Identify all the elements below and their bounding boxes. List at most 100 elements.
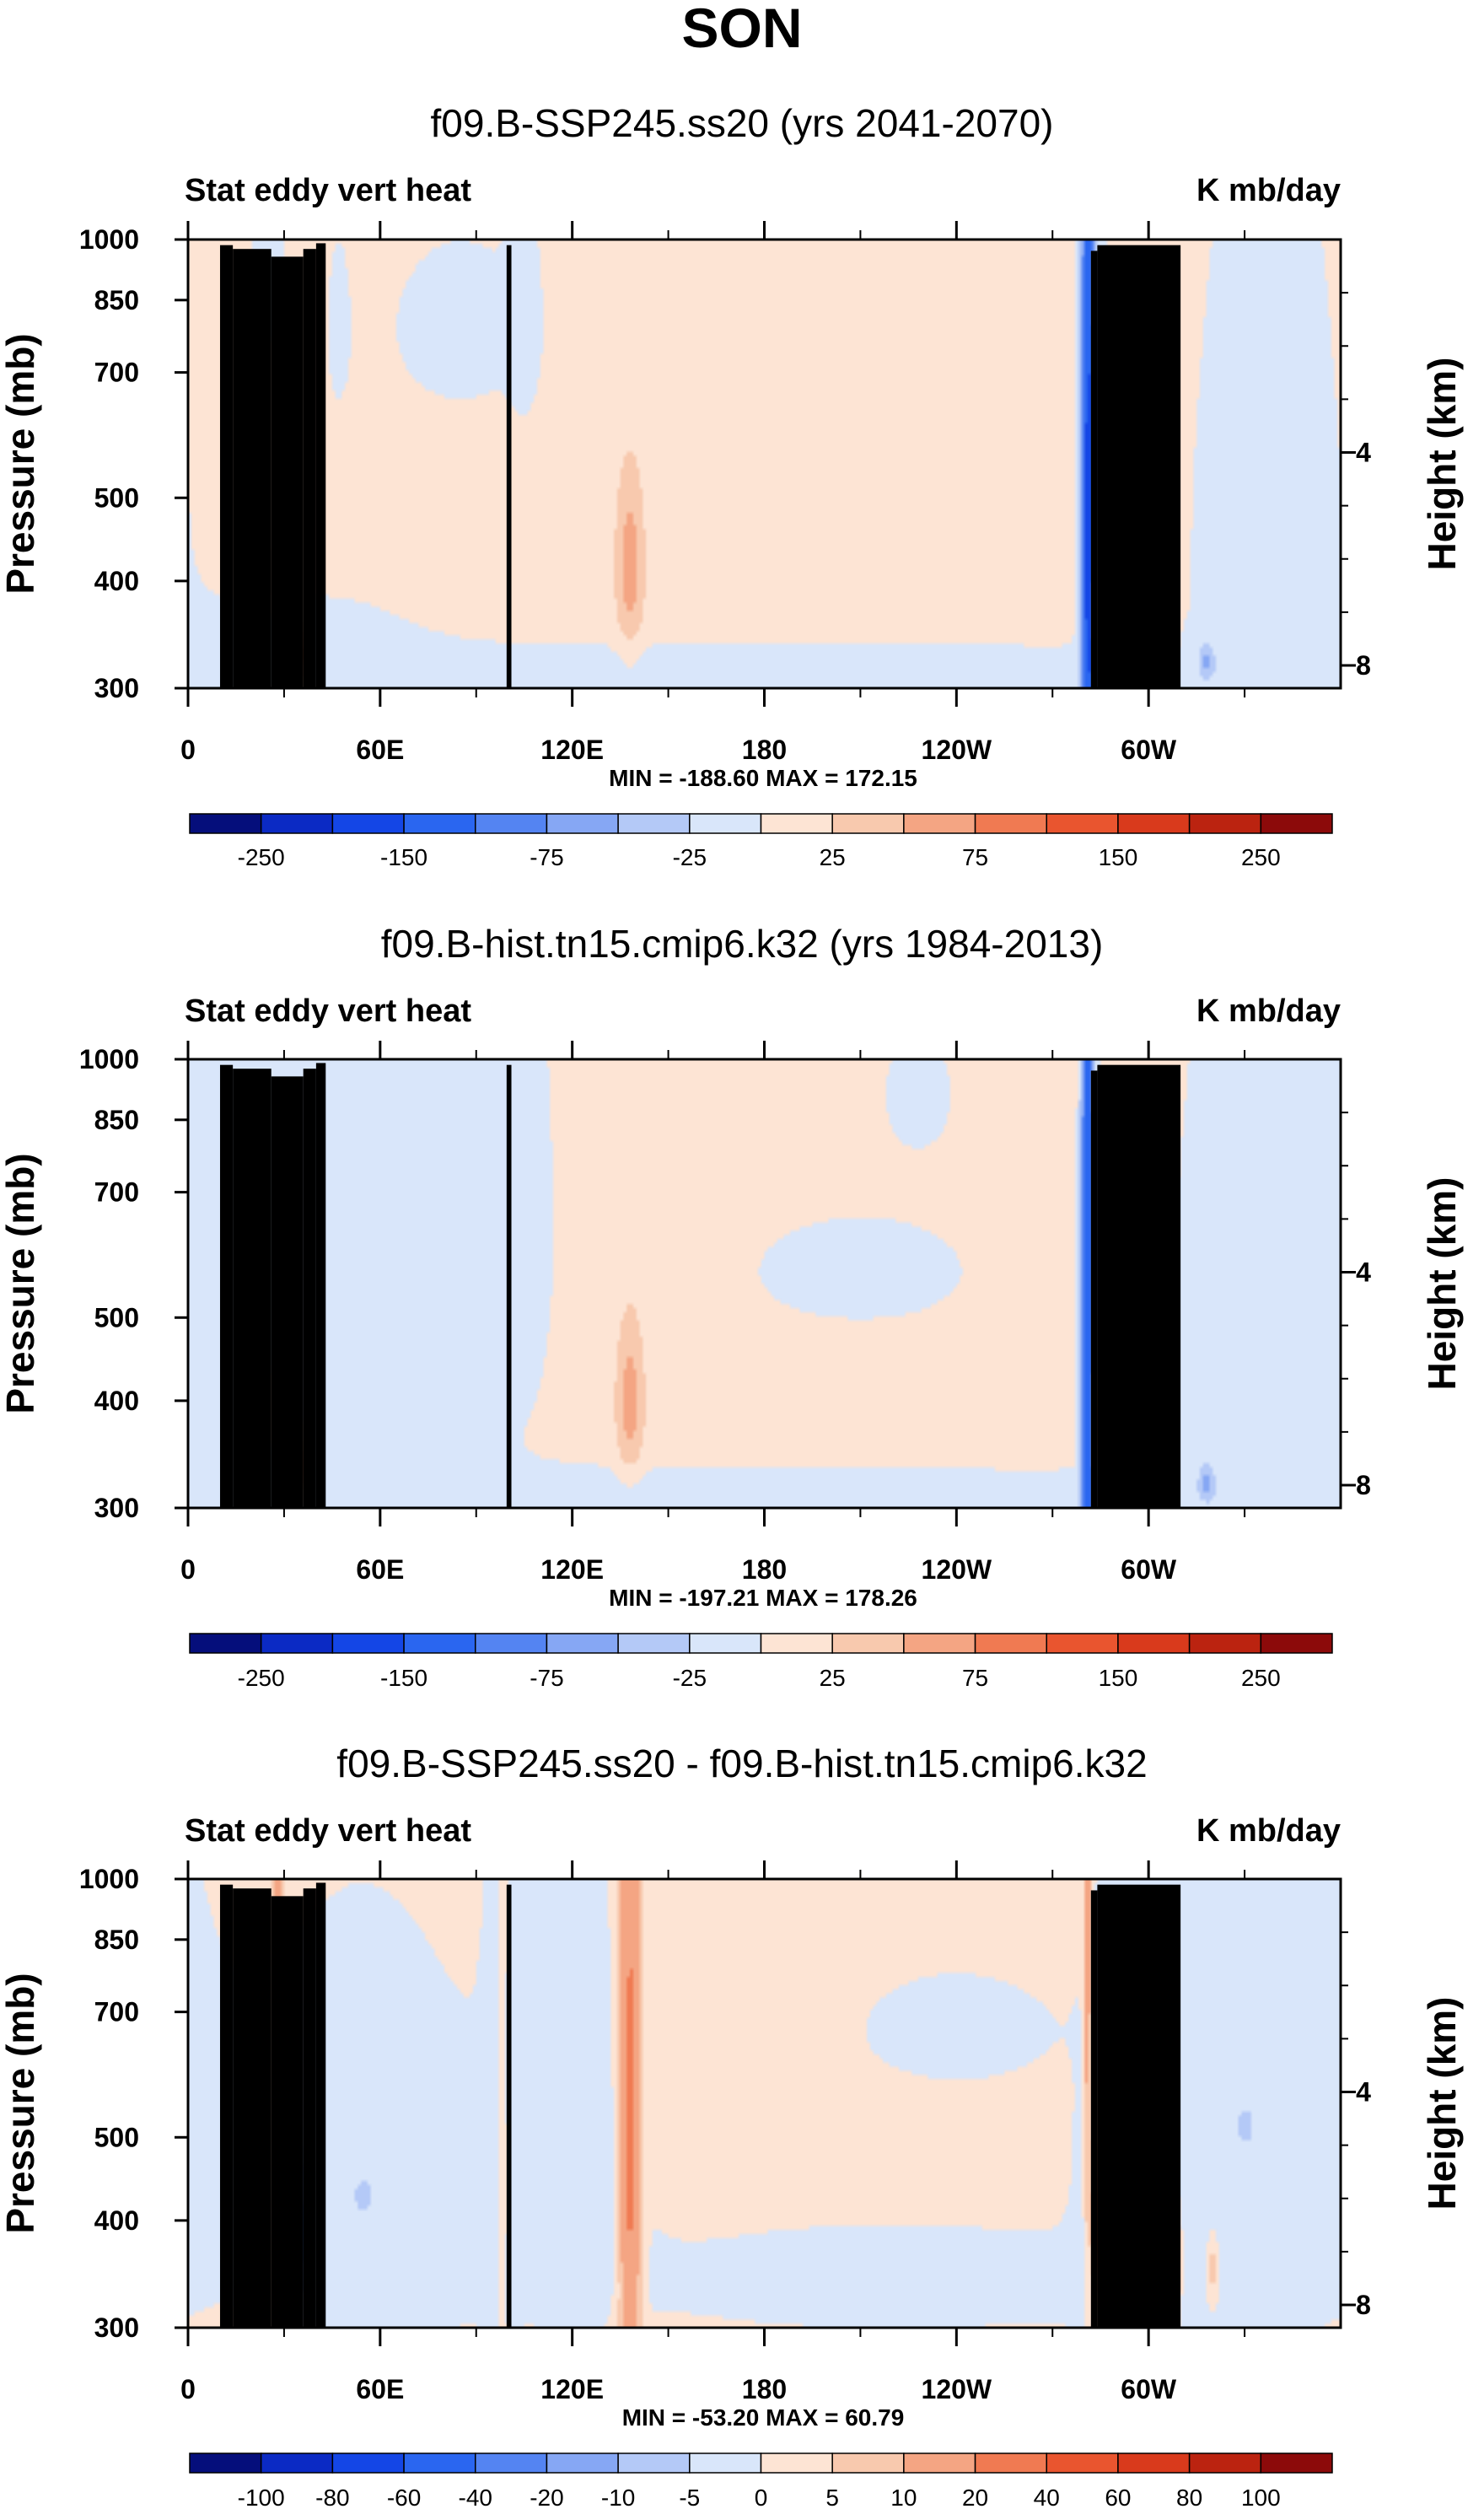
panel-2-y-tick-label: 1000 bbox=[79, 1044, 139, 1074]
panel-3-colorbar-label: -20 bbox=[530, 2485, 563, 2509]
panel-3-colorbar-label: 80 bbox=[1176, 2485, 1202, 2509]
panel-3-y-tick-label: 300 bbox=[94, 2312, 139, 2343]
panel-1-colorbar-label: 75 bbox=[962, 844, 988, 870]
panel-1-colorbar-label: 25 bbox=[820, 844, 846, 870]
panel-3-colorbar-box bbox=[331, 2452, 405, 2474]
panel-1-colorbar-label: -250 bbox=[238, 844, 285, 870]
panel-1-colorbar-box bbox=[475, 813, 548, 834]
panel-1-colorbar-box bbox=[903, 813, 976, 834]
panel-1-x-tick-label: 60E bbox=[356, 735, 404, 765]
panel-2-y-tick-label: 500 bbox=[94, 1302, 139, 1333]
panel-2-colorbar-box bbox=[1188, 1633, 1262, 1654]
panel-3-colorbar-box bbox=[1260, 2452, 1333, 2474]
panel-3-colorbar-label: 10 bbox=[890, 2485, 917, 2509]
panel-2-y-tick-label: 300 bbox=[94, 1493, 139, 1523]
panel-3-colorbar-box bbox=[760, 2452, 833, 2474]
panel-1-variable-label: Stat eddy vert heat bbox=[185, 173, 471, 208]
panel-3-colorbar-label: -60 bbox=[387, 2485, 421, 2509]
panel-1-colorbar-box bbox=[831, 813, 905, 834]
panel-1-x-tick-label: 120W bbox=[922, 735, 992, 765]
panel-1-colorbar-box bbox=[689, 813, 762, 834]
panel-1-min-max: MIN = -188.60 MAX = 172.15 bbox=[609, 765, 917, 791]
panel-3-colorbar-label: -40 bbox=[459, 2485, 492, 2509]
panel-1-terrain-mask bbox=[219, 243, 1181, 689]
panel-3-colorbar-box bbox=[831, 2452, 905, 2474]
panel-2-colorbar-box bbox=[331, 1633, 405, 1654]
panel-3-colorbar-box bbox=[903, 2452, 976, 2474]
panel-1-colorbar-box bbox=[1046, 813, 1119, 834]
panel-3-colorbar-box bbox=[1046, 2452, 1119, 2474]
panel-3-colorbar-label: 100 bbox=[1241, 2485, 1281, 2509]
panel-1-colorbar-box bbox=[760, 813, 833, 834]
panel-2-units-label: K mb/day bbox=[1196, 993, 1341, 1029]
panel-3-colorbar-label: -10 bbox=[601, 2485, 635, 2509]
panel-3-terrain-mask bbox=[219, 1882, 1181, 2328]
panel-3-y-tick-label: 1000 bbox=[79, 1864, 139, 1894]
panel-2-colorbar-label: -150 bbox=[380, 1665, 427, 1691]
panel-1-colorbar-box bbox=[974, 813, 1047, 834]
panel-3-colorbar-label: 5 bbox=[825, 2485, 839, 2509]
panel-2-colorbar-label: 250 bbox=[1241, 1665, 1281, 1691]
panel-3-y-axis-label: Pressure (mb) bbox=[0, 1973, 42, 2233]
panel-2-colorbar-box bbox=[403, 1633, 476, 1654]
panel-1-x-tick-label: 60W bbox=[1121, 735, 1177, 765]
panel-2: f09.B-hist.tn15.cmip6.k32 (yrs 1984-2013… bbox=[0, 922, 1464, 1691]
panel-2-y-tick-label: 400 bbox=[94, 1386, 139, 1416]
panel-2-colorbar-label: -25 bbox=[673, 1665, 707, 1691]
panel-2-y-tick-label: 850 bbox=[94, 1105, 139, 1135]
panel-3-y-tick-label: 400 bbox=[94, 2205, 139, 2236]
panel-2-colorbar-box bbox=[1260, 1633, 1333, 1654]
panel-2-colorbar-box bbox=[617, 1633, 691, 1654]
panel-1-colorbar-box bbox=[1260, 813, 1333, 834]
panel-1-colorbar-box bbox=[1117, 813, 1191, 834]
panel-3-x-tick-label: 60W bbox=[1121, 2374, 1177, 2404]
panel-1-y-tick-label: 850 bbox=[94, 285, 139, 315]
panel-3-colorbar-label: 40 bbox=[1034, 2485, 1060, 2509]
panel-1: f09.B-SSP245.ss20 (yrs 2041-2070) Stat ed… bbox=[0, 101, 1464, 870]
panel-2-colorbar-label: 75 bbox=[962, 1665, 988, 1691]
panel-2-colorbar-box bbox=[546, 1633, 619, 1654]
panel-2-x-tick-label: 180 bbox=[742, 1554, 787, 1585]
panel-3-colorbar-label: 20 bbox=[962, 2485, 988, 2509]
panel-3-right-axis-label: Height (km) bbox=[1420, 1997, 1464, 2210]
panel-3-colorbar-box bbox=[1188, 2452, 1262, 2474]
panel-1-colorbar-label: -25 bbox=[673, 844, 707, 870]
panel-2-colorbar-box bbox=[974, 1633, 1047, 1654]
panel-1-y-tick-label: 300 bbox=[94, 673, 139, 703]
panel-2-colorbar-box bbox=[475, 1633, 548, 1654]
panel-1-colorbar: -250 -150 -75 -25 25 75 150 250 bbox=[189, 813, 1333, 870]
panel-3-colorbar-box bbox=[260, 2452, 334, 2474]
panel-3-colorbar-box bbox=[617, 2452, 691, 2474]
panel-2-colorbar: -250 -150 -75 -25 25 75 150 250 bbox=[189, 1633, 1333, 1691]
panel-1-colorbar-box bbox=[1188, 813, 1262, 834]
panel-2-x-tick-label: 120W bbox=[922, 1554, 992, 1585]
panel-2-x-tick-label: 60E bbox=[356, 1554, 404, 1585]
panel-2-height-tick-label: 4 bbox=[1356, 1257, 1371, 1287]
panel-2-y-axis-label: Pressure (mb) bbox=[0, 1153, 42, 1413]
panel-3-x-tick-label: 60E bbox=[356, 2374, 404, 2404]
panel-1-colorbar-box bbox=[403, 813, 476, 834]
panel-2-right-axis-label: Height (km) bbox=[1420, 1177, 1464, 1391]
panel-2-min-max: MIN = -197.21 MAX = 178.26 bbox=[609, 1585, 917, 1611]
panel-2-title: f09.B-hist.tn15.cmip6.k32 (yrs 1984-2013… bbox=[381, 922, 1104, 966]
panel-2-colorbar-box bbox=[1117, 1633, 1191, 1654]
panel-1-x-tick-label: 180 bbox=[742, 735, 787, 765]
panel-1-right-axis-label: Height (km) bbox=[1420, 358, 1464, 571]
panel-2-colorbar-label: 25 bbox=[820, 1665, 846, 1691]
panel-1-colorbar-label: 250 bbox=[1241, 844, 1281, 870]
panel-3-colorbar-label: 60 bbox=[1105, 2485, 1131, 2509]
panel-3-colorbar-label: 0 bbox=[755, 2485, 768, 2509]
panel-3-colorbar-box bbox=[189, 2452, 262, 2474]
panel-3-colorbar-box bbox=[974, 2452, 1047, 2474]
panel-1-y-tick-label: 1000 bbox=[79, 224, 139, 255]
panel-1-y-tick-label: 400 bbox=[94, 566, 139, 596]
panel-1-height-tick-label: 8 bbox=[1356, 650, 1371, 681]
panel-2-colorbar-label: 150 bbox=[1099, 1665, 1138, 1691]
panel-3-min-max: MIN = -53.20 MAX = 60.79 bbox=[622, 2404, 905, 2431]
panel-3: f09.B-SSP245.ss20 - f09.B-hist.tn15.cmip… bbox=[0, 1742, 1464, 2509]
panel-3-y-tick-label: 850 bbox=[94, 1925, 139, 1955]
panel-2-colorbar-label: -75 bbox=[530, 1665, 563, 1691]
panel-1-colorbar-label: -75 bbox=[530, 844, 563, 870]
panel-1-y-axis-label: Pressure (mb) bbox=[0, 333, 42, 594]
panel-2-colorbar-box bbox=[1046, 1633, 1119, 1654]
